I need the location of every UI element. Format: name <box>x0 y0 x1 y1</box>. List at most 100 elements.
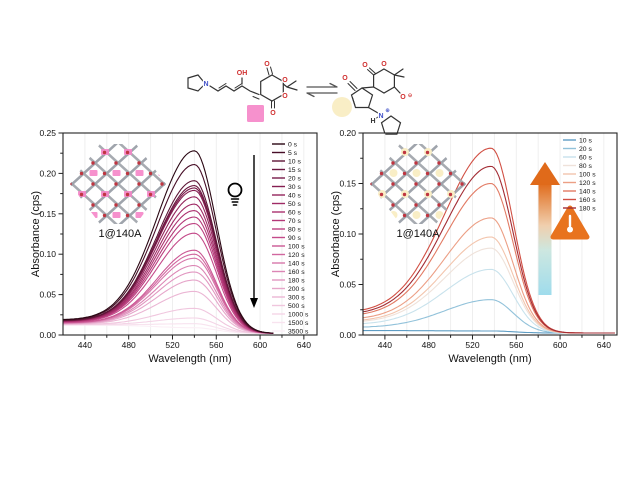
legend-item: 160 s <box>563 197 596 204</box>
lattice-node <box>414 182 418 186</box>
y-tick-label: 0.05 <box>339 280 356 290</box>
x-tick-label: 480 <box>422 340 436 350</box>
lattice-rod <box>115 144 166 224</box>
legend-label: 40 s <box>288 192 301 199</box>
legend-label: 10 s <box>579 137 592 144</box>
legend-item: 180 s <box>563 205 596 212</box>
x-tick-label: 640 <box>297 340 311 350</box>
lightbulb-icon <box>227 182 243 206</box>
legend: 0 s 5 s10 s 15 s20 s 30 s40 s 50 s60 s 70 s80… <box>272 141 309 335</box>
lattice-node <box>379 192 384 197</box>
lattice-node <box>437 182 441 186</box>
spectrum-curve <box>362 247 615 334</box>
x-tick-label: 440 <box>78 340 92 350</box>
inset-label: 1@140A <box>99 228 143 240</box>
lattice-node <box>448 171 453 176</box>
y-tick-label: 0.20 <box>39 168 56 178</box>
spectrum-curve <box>362 165 615 334</box>
lattice-node <box>148 171 153 176</box>
lattice-node <box>402 171 407 176</box>
legend-label: 180 s <box>288 277 305 284</box>
lattice-node <box>114 161 118 165</box>
x-axis-label: Wavelength (nm) <box>148 353 231 365</box>
lattice-node <box>79 171 84 176</box>
legend-label: 1000 s <box>288 311 309 318</box>
x-tick-label: 440 <box>378 340 392 350</box>
lattice-node <box>102 171 107 176</box>
lattice-node <box>125 213 130 218</box>
lattice-node <box>79 192 84 197</box>
lattice-node <box>68 224 71 227</box>
lattice-node <box>91 161 95 165</box>
x-tick-label: 600 <box>253 340 267 350</box>
lattice-node <box>137 140 140 143</box>
o-atom-label: O <box>282 77 288 84</box>
lattice-node <box>391 224 394 227</box>
legend-item: 30 s <box>272 184 301 191</box>
o-atom-label: O <box>381 61 387 68</box>
pyrrolidinium-ring <box>380 115 402 135</box>
meldrum-ring <box>260 74 284 102</box>
lattice-node <box>125 150 130 155</box>
guest-molecule-marker <box>470 148 478 156</box>
legend-item: 40 s <box>272 192 301 199</box>
lattice-node <box>460 224 463 227</box>
y-tick-label: 0.25 <box>39 128 56 138</box>
lattice-node <box>425 171 430 176</box>
lattice-node <box>391 161 395 165</box>
guest-molecule-marker <box>389 211 398 219</box>
legend-item: 100 s <box>272 243 305 250</box>
lattice-node <box>391 182 395 186</box>
spectrum-curve <box>63 249 274 334</box>
guest-molecule-marker <box>412 211 421 219</box>
spectrum-curve <box>63 290 274 334</box>
lattice-node <box>148 192 153 197</box>
guest-molecule-marker <box>412 169 421 177</box>
lattice-node <box>391 203 395 207</box>
x-tick-label: 600 <box>553 340 567 350</box>
legend-label: 0 s <box>288 141 298 148</box>
lattice-node <box>402 192 407 197</box>
lattice-node <box>70 161 72 165</box>
lattice-rod <box>392 144 466 224</box>
legend-item: 3500 s <box>272 328 309 335</box>
lattice-rod <box>138 144 166 224</box>
legend-item: 120 s <box>272 252 305 259</box>
lattice-node <box>137 182 141 186</box>
y-tick-label: 0.05 <box>39 290 56 300</box>
lattice-node <box>379 171 384 176</box>
guest-molecule-marker <box>182 212 190 218</box>
lattice-node <box>379 213 384 218</box>
lattice-node <box>437 140 440 143</box>
y-axis-label: Absorbance (cps) <box>330 191 342 277</box>
x-tick-label: 520 <box>465 340 479 350</box>
x-tick-label: 640 <box>597 340 611 350</box>
lattice-node <box>460 182 464 186</box>
cyclopentenone-ring <box>350 87 374 109</box>
minus-charge: ⊖ <box>408 93 413 99</box>
legend-item: 5 s <box>272 150 298 157</box>
lattice-node <box>402 213 407 218</box>
legend-label: 120 s <box>579 180 596 187</box>
guest-molecule-marker <box>458 211 466 219</box>
legend-item: 60 s <box>272 209 301 216</box>
o-atom-label: O <box>342 75 348 82</box>
lattice-node <box>91 224 94 227</box>
oh-atom-label: OH <box>237 70 248 77</box>
lattice-node <box>437 161 441 165</box>
lattice-node <box>68 140 71 143</box>
legend-item: 20 s <box>272 175 301 182</box>
lattice-node <box>391 140 394 143</box>
spectrum-curve <box>62 180 274 334</box>
lattice-node <box>114 182 118 186</box>
lattice-node <box>448 192 453 197</box>
spectra-curves <box>62 150 274 334</box>
legend-item: 1500 s <box>272 320 309 327</box>
legend-label: 140 s <box>579 188 596 195</box>
x-axis-label: Wavelength (nm) <box>448 353 531 365</box>
equilibrium-arrows-icon <box>306 82 338 98</box>
lattice-node <box>425 150 430 155</box>
thermometer-warning-icon <box>550 205 590 240</box>
legend-item: 140 s <box>272 260 305 267</box>
